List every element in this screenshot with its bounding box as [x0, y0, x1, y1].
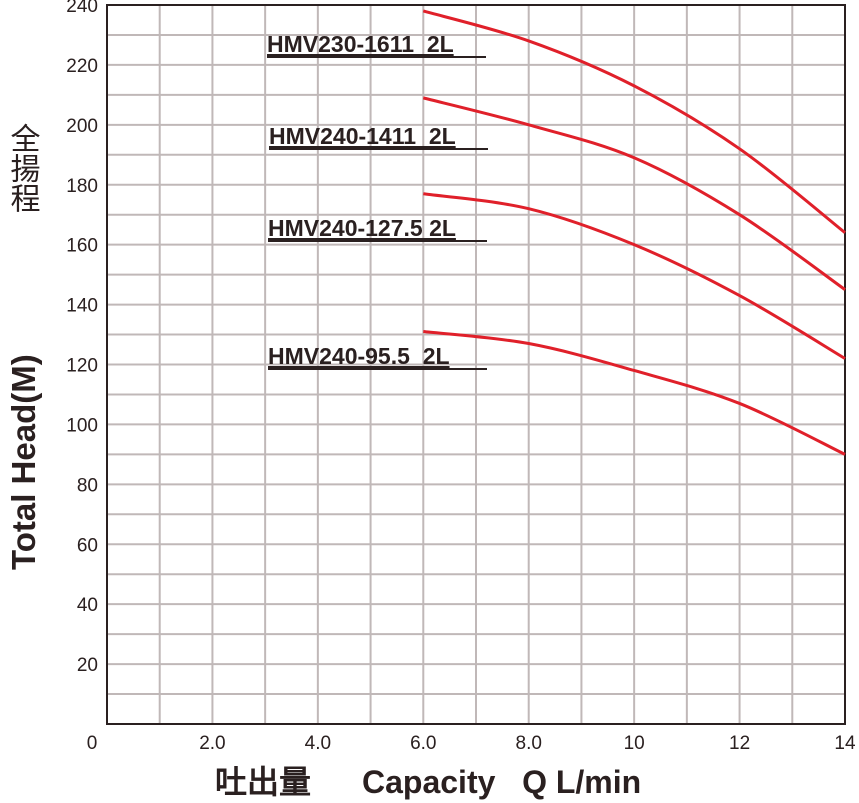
y-tick-label: 220: [66, 56, 98, 77]
y-tick-label: 100: [66, 415, 98, 436]
series-label: HMV240-1411 2L: [269, 123, 456, 149]
x-tick-label: 6.0: [410, 733, 436, 754]
y-tick-label: 240: [66, 0, 98, 17]
series-curve: [423, 330, 846, 456]
x-tick-label: 10: [624, 733, 645, 754]
x-tick-label: 0: [87, 733, 98, 754]
y-axis-title: Total Head(M): [5, 354, 42, 570]
x-tick-label: 12: [729, 733, 750, 754]
y-tick-label: 120: [66, 356, 98, 377]
y-tick-label: 140: [66, 296, 98, 317]
series-curve: [422, 9, 846, 234]
series-label: HMV230-1611 2L: [267, 31, 454, 57]
plot-frame: [106, 4, 846, 725]
x-tick-label: 8.0: [516, 733, 542, 754]
x-tick-label: 14: [834, 733, 856, 754]
x-tick-label: 4.0: [305, 733, 331, 754]
y-tick-label: 200: [66, 116, 98, 137]
series-label: HMV240-127.5 2L: [268, 215, 456, 241]
series-labels: HMV230-1611 2L HMV240-1411 2L HMV240-127.5…: [267, 31, 488, 370]
y-tick-label: 180: [66, 176, 98, 197]
y-tick-label: 20: [77, 655, 98, 676]
grid: [107, 5, 845, 724]
series-label: HMV240-95.5 2L: [268, 343, 450, 369]
series-curve: [422, 96, 846, 291]
y-axis-title-cjk: 全揚程: [6, 123, 41, 213]
y-tick-label: 60: [77, 535, 98, 556]
x-tick-label: 2.0: [199, 733, 225, 754]
curves: [422, 9, 846, 456]
x-axis-title: Capacity Q L/min: [362, 764, 641, 800]
x-axis-title-cjk: 吐出量: [215, 764, 311, 800]
series-curve: [423, 192, 846, 360]
ticks: 0 2.0 4.0 6.0 8.0 10 12 14 20 40 60 80 100 120 140 160 1…: [66, 0, 856, 754]
y-tick-label: 160: [66, 236, 98, 257]
y-tick-label: 40: [77, 595, 98, 616]
y-tick-label: 80: [77, 475, 98, 496]
